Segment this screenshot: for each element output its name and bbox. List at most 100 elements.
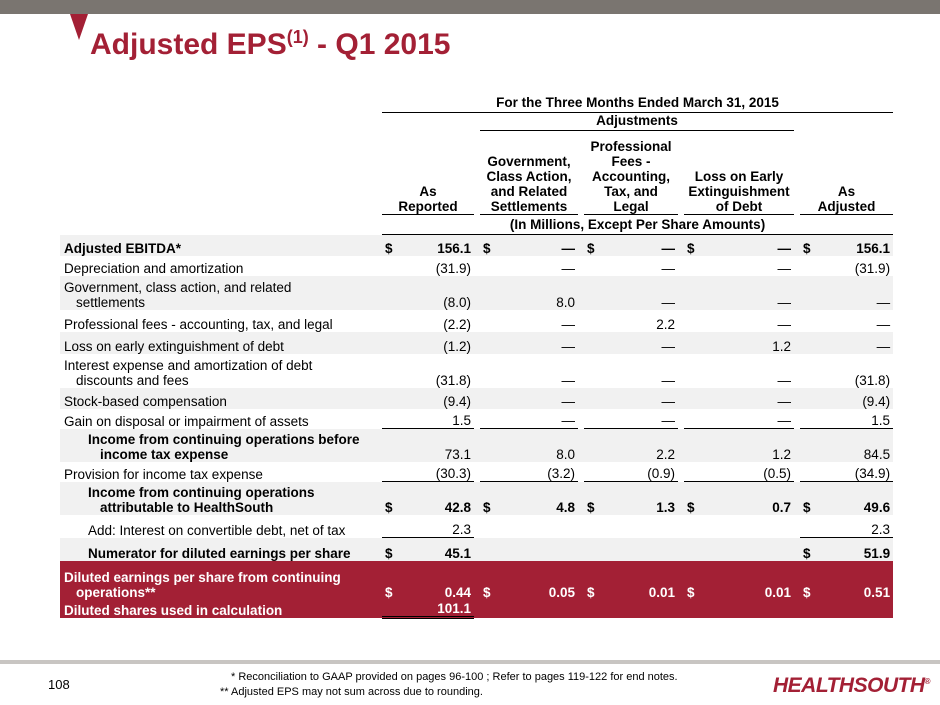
currency-symbol [684,599,696,618]
cell-value: 45.1 [394,537,474,561]
cell-value: — [661,372,676,388]
cell-value: — [876,316,891,332]
currency-symbol [480,354,492,388]
table-row: Interest expense and amortization of deb… [60,354,893,388]
cell-value: (9.4) [394,387,474,409]
currency-symbol: $ [480,481,492,515]
currency-symbol [480,331,492,354]
table-row: Adjusted EBITDA* $156.1 $ — $ — $ — $156.1 [60,234,894,256]
cell-value: (9.4) [812,387,894,409]
cell-value: 1.2 [696,428,794,462]
table-row: Government, class action, and related set… [60,275,894,310]
cell-value: (0.9) [596,461,678,482]
period-header: For the Three Months Ended March 31, 201… [382,95,894,113]
currency-symbol [800,387,812,409]
cell-value: (0.5) [696,461,794,482]
currency-symbol [800,599,812,618]
cell-value: 1.2 [696,331,794,354]
table-row: Professional fees - accounting, tax, and… [60,310,893,332]
cell-value: (31.8) [854,372,891,388]
currency-symbol: $ [480,234,492,256]
currency-symbol [684,515,696,538]
currency-symbol [382,331,394,354]
row-label: Government, class action, and related set… [60,275,382,310]
currency-symbol [684,428,696,462]
footer-rule [0,660,940,664]
row-label: Income from continuing operations attribu… [60,481,382,515]
currency-symbol [584,275,596,310]
currency-symbol [382,408,394,429]
row-label: Interest expense and amortization of deb… [64,357,313,388]
adjusted-eps-table: For the Three Months Ended March 31, 201… [60,95,894,619]
cell-value: 1.3 [596,481,678,515]
table-row: Loss on early extinguishment of debt (1.2… [60,331,894,354]
currency-symbol [800,275,812,310]
cell-value: — [777,372,792,388]
row-label: Stock-based compensation [60,387,382,409]
cell-value [812,599,894,618]
currency-symbol: $ [800,481,812,515]
cell-value: 84.5 [812,428,894,462]
currency-symbol [800,514,812,538]
cell-value: — [492,387,578,409]
currency-symbol [382,256,394,276]
table-row: Provision for income tax expense (30.3) (3… [60,461,894,482]
currency-symbol [382,354,394,388]
cell-value: — [492,331,578,354]
cell-value: 73.1 [394,428,474,462]
row-label: Numerator for diluted earnings per share [60,537,382,561]
row-label: Professional fees - accounting, tax, and… [64,316,333,332]
currency-symbol [480,537,492,561]
cell-value: 51.9 [812,537,894,561]
currency-symbol [684,387,696,409]
col-header-as-adjusted: As Adjusted [800,130,894,215]
currency-symbol [584,408,596,429]
table-row: Stock-based compensation (9.4) — — — (9.4) [60,387,894,409]
currency-symbol [480,461,492,482]
cell-value [492,537,578,561]
currency-symbol [584,599,596,618]
currency-symbol [480,599,492,618]
cell-value: 8.0 [492,428,578,462]
cell-value: 0.44 [394,560,474,600]
cell-value [492,515,578,538]
currency-symbol [382,275,394,310]
cell-value: 2.3 [394,514,474,538]
col-header-as-reported: As Reported [382,130,474,215]
footnote-reconciliation: * Reconciliation to GAAP provided on pag… [231,671,678,683]
footnote-rounding: ** Adjusted EPS may not sum across due t… [220,686,483,698]
table-row: Diluted shares used in calculation 101.1 [60,599,894,619]
col-header-settlements: Government, Class Action, and Related Settl… [480,130,578,215]
currency-symbol [584,461,596,482]
currency-symbol [480,408,492,429]
currency-symbol [382,428,394,462]
cell-value: — [812,331,894,354]
currency-symbol: $ [382,537,394,561]
cell-value: 0.01 [596,560,678,600]
currency-symbol [382,514,394,538]
cell-value: (8.0) [394,275,474,310]
currency-symbol [684,256,696,276]
currency-symbol [480,310,492,332]
currency-symbol: $ [584,234,596,256]
page-number: 108 [48,677,70,692]
cell-value: 8.0 [492,275,578,310]
cell-value: 42.8 [394,481,474,515]
cell-value: — [561,260,576,276]
cell-value: (31.8) [435,372,471,388]
row-label: Provision for income tax expense [64,466,263,482]
currency-symbol [584,354,596,388]
currency-symbol [382,599,394,619]
page-title: Adjusted EPS(1) - Q1 2015 [90,27,451,61]
row-label: Diluted shares used in calculation [60,599,382,618]
cell-value: — [561,316,576,332]
adjustments-header: Adjustments [480,112,794,131]
cell-value: 0.05 [492,560,578,600]
cell-value: 4.8 [492,481,578,515]
cell-value: — [596,387,678,409]
cell-value: — [596,331,678,354]
currency-symbol: $ [382,481,394,515]
table-row: Gain on disposal or impairment of assets… [60,408,894,429]
cell-value: (31.9) [435,260,471,276]
row-label: Add: Interest on convertible debt, net o… [88,522,346,538]
